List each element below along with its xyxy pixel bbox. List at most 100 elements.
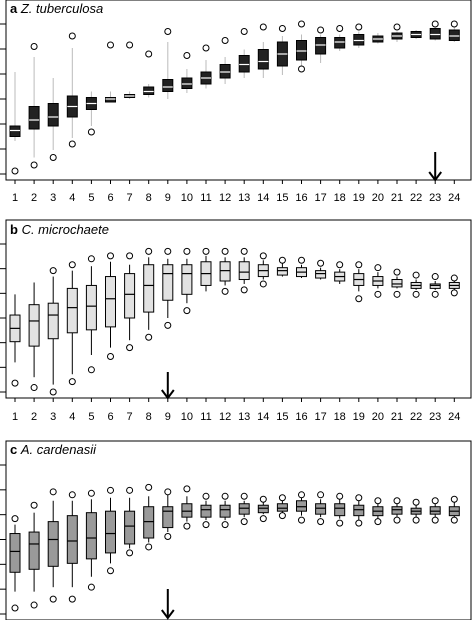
box-1 <box>9 72 21 175</box>
outlier-point <box>183 307 191 315</box>
box-iqr <box>276 267 288 276</box>
box-10 <box>181 52 193 93</box>
box-iqr <box>219 504 231 518</box>
box-iqr <box>181 264 193 295</box>
x-tick-label: 18 <box>334 192 346 204</box>
outlier-point <box>183 247 191 255</box>
outlier-point <box>30 43 38 50</box>
outlier-point <box>355 261 363 269</box>
x-tick-label: 11 <box>200 411 211 423</box>
x-tick-label: 8 <box>146 192 152 204</box>
box-5 <box>85 255 97 374</box>
box-iqr <box>200 504 212 518</box>
box-iqr <box>162 264 174 301</box>
outlier-point <box>412 290 420 298</box>
box-6 <box>105 486 116 575</box>
x-tick-label: 22 <box>410 411 422 423</box>
box-iqr <box>85 512 97 560</box>
box-iqr <box>334 503 346 517</box>
outlier-point <box>145 333 153 341</box>
box-24 <box>448 20 460 42</box>
outlier-point <box>259 252 267 260</box>
outlier-point <box>145 483 153 491</box>
outlier-point <box>259 515 267 523</box>
box-23 <box>429 273 441 298</box>
outlier-point <box>259 280 267 288</box>
x-tick-label: 14 <box>257 411 269 423</box>
outlier-point <box>164 28 172 35</box>
outlier-point <box>164 488 172 496</box>
box-6 <box>105 252 116 360</box>
box-13 <box>238 492 250 526</box>
outlier-point <box>164 321 172 329</box>
x-tick-label: 3 <box>50 192 56 204</box>
outlier-point <box>30 501 38 509</box>
outlier-point <box>393 516 401 524</box>
species-name: A. cardenasii <box>20 442 97 457</box>
x-tick-label: 7 <box>127 411 133 423</box>
outlier-point <box>393 290 401 298</box>
arrow-marker <box>161 589 175 620</box>
outlier-point <box>183 52 191 59</box>
box-18 <box>334 25 346 51</box>
outlier-point <box>68 378 76 386</box>
box-22 <box>410 30 422 39</box>
box-iqr <box>143 86 155 95</box>
x-tick-label: 12 <box>219 411 231 423</box>
x-tick-label: 17 <box>314 192 326 204</box>
outlier-point <box>298 516 305 524</box>
outlier-point <box>374 518 382 526</box>
outlier-point <box>259 23 267 31</box>
x-tick-label: 23 <box>429 192 441 204</box>
outlier-point <box>145 543 153 551</box>
box-iqr <box>219 261 231 282</box>
box-1 <box>9 294 21 387</box>
outlier-point <box>298 491 305 499</box>
outlier-point <box>240 286 248 294</box>
box-iqr <box>47 302 59 340</box>
arrow-head <box>161 389 175 400</box>
panel-letter: b <box>10 222 22 237</box>
box-5 <box>85 91 97 136</box>
x-tick-label: 17 <box>314 411 326 423</box>
outlier-point <box>431 497 439 505</box>
outlier-point <box>431 516 439 524</box>
panel-frame <box>5 440 472 620</box>
box-7 <box>124 41 136 99</box>
x-tick-label: 2 <box>31 192 37 204</box>
species-name: Z. tuberculosa <box>20 1 103 16</box>
outlier-point <box>202 44 210 52</box>
box-12 <box>219 37 231 84</box>
panel-letter: c <box>10 442 21 457</box>
box-21 <box>391 23 403 42</box>
box-iqr <box>143 264 155 313</box>
box-9 <box>162 247 174 329</box>
outlier-point <box>107 41 114 49</box>
box-iqr <box>28 304 40 347</box>
box-iqr <box>124 510 136 545</box>
arrow-marker <box>428 152 443 182</box>
outlier-point <box>221 287 229 295</box>
box-iqr <box>105 97 116 103</box>
box-iqr <box>353 34 365 46</box>
x-tick-label: 9 <box>165 411 171 423</box>
box-iqr <box>296 500 307 512</box>
box-iqr <box>105 276 116 328</box>
outlier-point <box>145 50 153 58</box>
outlier-point <box>278 512 286 520</box>
panel-letter: a <box>10 1 21 16</box>
x-tick-label: 10 <box>181 411 193 423</box>
box-iqr <box>296 40 307 61</box>
outlier-point <box>355 494 363 502</box>
box-5 <box>85 489 97 591</box>
x-tick-label: 5 <box>88 192 94 204</box>
panel-title: a Z. tuberculosa <box>10 1 103 16</box>
box-iqr <box>391 279 403 288</box>
box-22 <box>410 271 422 298</box>
box-iqr <box>276 503 288 512</box>
x-tick-label: 2 <box>31 411 37 423</box>
arrow-head <box>161 609 175 620</box>
box-iqr <box>315 37 327 55</box>
